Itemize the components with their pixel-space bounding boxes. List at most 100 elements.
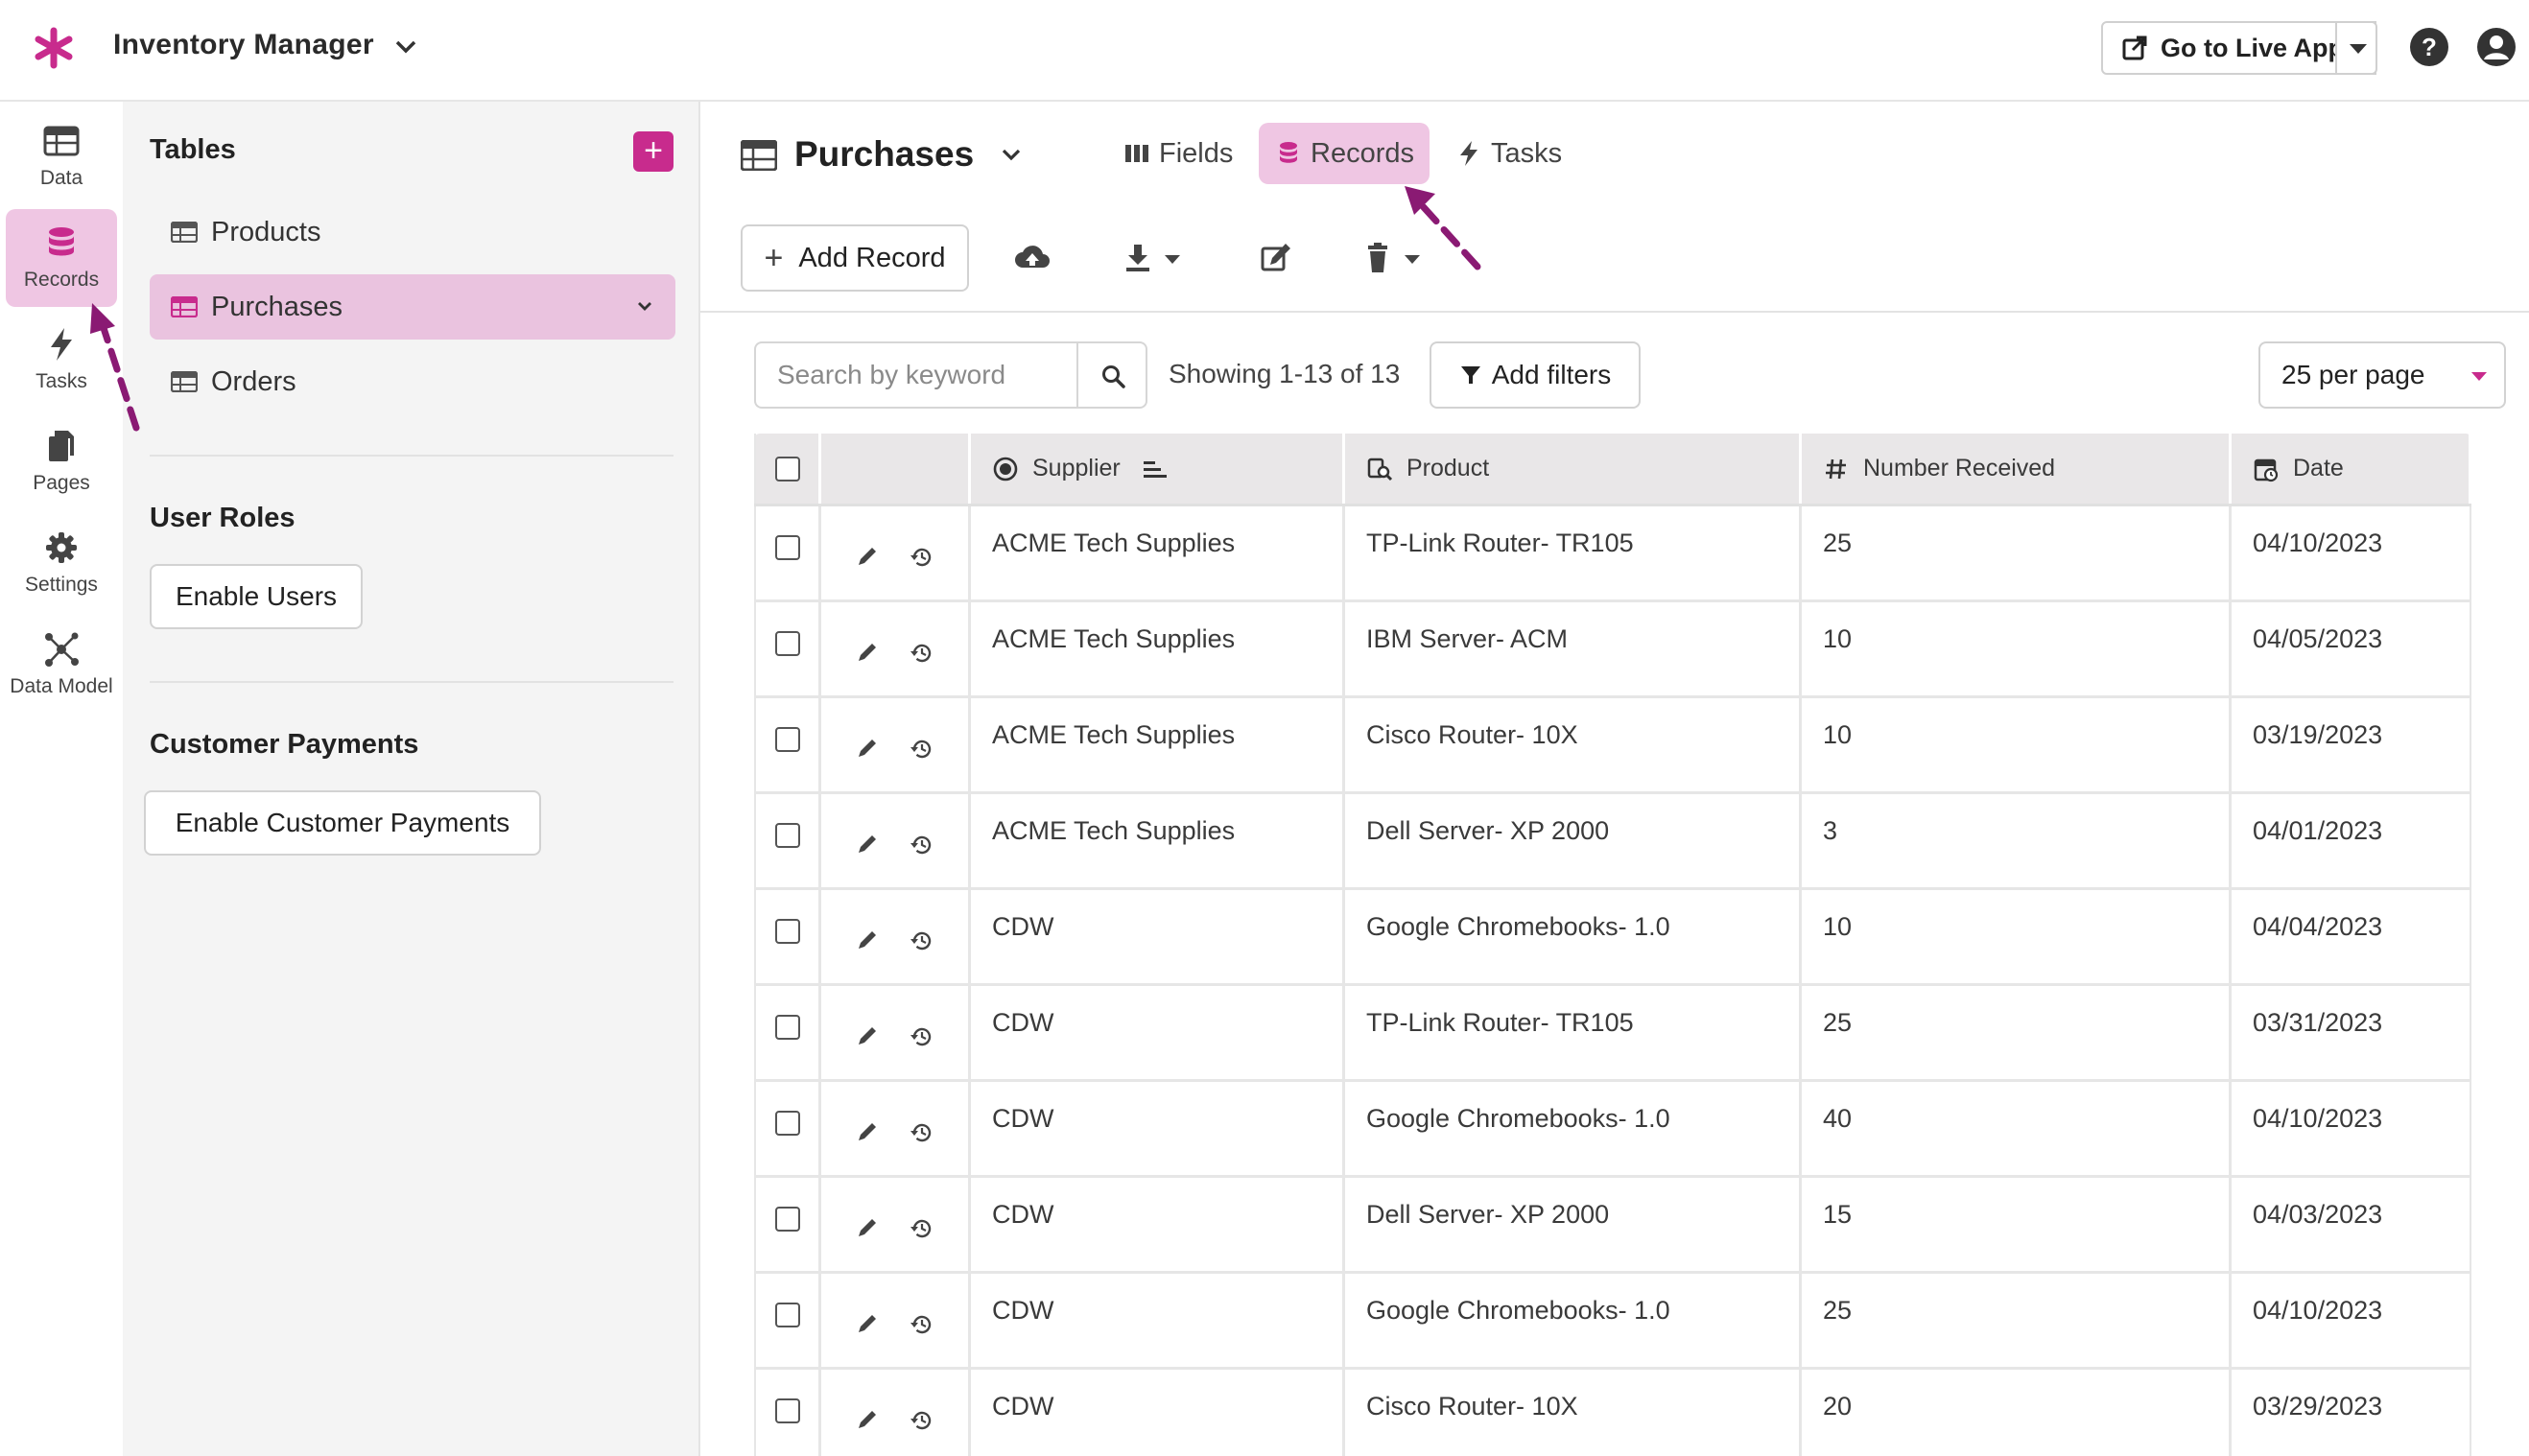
add-record-button[interactable]: + Add Record (741, 224, 969, 292)
rail-item-data-model[interactable]: Data Model (6, 616, 117, 714)
number-received-cell[interactable]: 10 (1802, 890, 2232, 983)
date-cell[interactable]: 04/03/2023 (2232, 1178, 2471, 1271)
product-cell[interactable]: Cisco Router- 10X (1345, 698, 1802, 791)
column-header-supplier[interactable]: Supplier (971, 434, 1345, 504)
row-checkbox[interactable] (774, 726, 800, 752)
user-account-icon[interactable] (2476, 27, 2517, 67)
row-checkbox[interactable] (774, 1110, 800, 1136)
date-cell[interactable]: 03/19/2023 (2232, 698, 2471, 791)
number-received-cell[interactable]: 40 (1802, 1082, 2232, 1175)
history-icon[interactable] (910, 928, 934, 953)
table-item-orders[interactable]: Orders (150, 349, 700, 414)
product-cell[interactable]: Cisco Router- 10X (1345, 1370, 1802, 1456)
row-checkbox[interactable] (774, 1014, 800, 1040)
history-icon[interactable] (910, 1216, 934, 1241)
download-icon[interactable] (1119, 241, 1157, 275)
date-cell[interactable]: 04/10/2023 (2232, 1274, 2471, 1367)
row-checkbox[interactable] (774, 822, 800, 848)
edit-icon[interactable] (1257, 241, 1295, 275)
select-all-checkbox[interactable] (774, 456, 800, 481)
enable-users-button[interactable]: Enable Users (150, 564, 363, 629)
date-cell[interactable]: 04/10/2023 (2232, 1082, 2471, 1175)
supplier-cell[interactable]: CDW (971, 1082, 1345, 1175)
help-icon[interactable]: ? (2409, 27, 2449, 67)
product-cell[interactable]: Dell Server- XP 2000 (1345, 794, 1802, 887)
row-checkbox[interactable] (774, 1397, 800, 1423)
go-to-live-app-button[interactable]: Go to Live App (2101, 21, 2376, 75)
number-received-cell[interactable]: 25 (1802, 506, 2232, 599)
history-icon[interactable] (910, 1120, 934, 1145)
history-icon[interactable] (910, 1408, 934, 1433)
date-cell[interactable]: 03/29/2023 (2232, 1370, 2471, 1456)
app-chevron-down-icon[interactable] (390, 35, 422, 59)
date-cell[interactable]: 04/05/2023 (2232, 602, 2471, 695)
app-title[interactable]: Inventory Manager (113, 29, 374, 60)
tab-tasks[interactable]: Tasks (1439, 123, 1577, 184)
chevron-down-icon[interactable] (998, 146, 1025, 165)
product-cell[interactable]: TP-Link Router- TR105 (1345, 986, 1802, 1079)
trash-icon[interactable] (1359, 241, 1397, 275)
row-checkbox[interactable] (774, 918, 800, 944)
pencil-icon[interactable] (856, 1216, 879, 1239)
pencil-icon[interactable] (856, 928, 879, 951)
sort-icon[interactable] (1142, 458, 1169, 481)
product-cell[interactable]: Google Chromebooks- 1.0 (1345, 1082, 1802, 1175)
row-checkbox[interactable] (774, 1206, 800, 1232)
table-item-products[interactable]: Products (150, 200, 700, 265)
supplier-cell[interactable]: CDW (971, 1370, 1345, 1456)
pencil-icon[interactable] (856, 545, 879, 568)
number-received-cell[interactable]: 25 (1802, 986, 2232, 1079)
history-icon[interactable] (910, 641, 934, 666)
column-header-product[interactable]: Product (1345, 434, 1802, 504)
supplier-cell[interactable]: CDW (971, 986, 1345, 1079)
cloud-upload-icon[interactable] (1013, 241, 1052, 275)
rail-item-records[interactable]: Records (6, 209, 117, 307)
rail-item-tasks[interactable]: Tasks (6, 311, 117, 409)
enable-customer-payments-button[interactable]: Enable Customer Payments (144, 790, 541, 856)
product-cell[interactable]: TP-Link Router- TR105 (1345, 506, 1802, 599)
row-checkbox[interactable] (774, 534, 800, 560)
product-cell[interactable]: Google Chromebooks- 1.0 (1345, 1274, 1802, 1367)
number-received-cell[interactable]: 3 (1802, 794, 2232, 887)
tab-records[interactable]: Records (1259, 123, 1430, 184)
table-item-purchases[interactable]: Purchases (150, 274, 675, 340)
column-header-date[interactable]: Date (2232, 434, 2471, 504)
date-cell[interactable]: 04/01/2023 (2232, 794, 2471, 887)
search-button[interactable] (1076, 341, 1147, 409)
pencil-icon[interactable] (856, 1120, 879, 1143)
number-received-cell[interactable]: 10 (1802, 602, 2232, 695)
rail-item-pages[interactable]: Pages (6, 412, 117, 510)
product-cell[interactable]: Google Chromebooks- 1.0 (1345, 890, 1802, 983)
search-input[interactable] (777, 360, 1065, 390)
pencil-icon[interactable] (856, 641, 879, 664)
pencil-icon[interactable] (856, 833, 879, 856)
add-table-button[interactable]: + (633, 131, 674, 172)
number-received-cell[interactable]: 15 (1802, 1178, 2232, 1271)
supplier-cell[interactable]: ACME Tech Supplies (971, 602, 1345, 695)
delete-caret-icon[interactable] (1405, 255, 1420, 264)
pencil-icon[interactable] (856, 1312, 879, 1335)
product-cell[interactable]: IBM Server- ACM (1345, 602, 1802, 695)
supplier-cell[interactable]: ACME Tech Supplies (971, 698, 1345, 791)
download-caret-icon[interactable] (1165, 255, 1180, 264)
pencil-icon[interactable] (856, 1408, 879, 1431)
rail-item-data[interactable]: Data (6, 107, 117, 205)
date-cell[interactable]: 03/31/2023 (2232, 986, 2471, 1079)
rail-item-settings[interactable]: Settings (6, 514, 117, 612)
history-icon[interactable] (910, 545, 934, 570)
supplier-cell[interactable]: ACME Tech Supplies (971, 794, 1345, 887)
chevron-down-icon[interactable] (635, 299, 654, 315)
per-page-select[interactable]: 25 per page (2258, 341, 2506, 409)
history-icon[interactable] (910, 833, 934, 857)
date-cell[interactable]: 04/04/2023 (2232, 890, 2471, 983)
number-received-cell[interactable]: 20 (1802, 1370, 2232, 1456)
history-icon[interactable] (910, 1024, 934, 1049)
column-header-number-received[interactable]: Number Received (1802, 434, 2232, 504)
pencil-icon[interactable] (856, 737, 879, 760)
product-cell[interactable]: Dell Server- XP 2000 (1345, 1178, 1802, 1271)
live-app-dropdown-button[interactable] (2335, 21, 2377, 75)
row-checkbox[interactable] (774, 1302, 800, 1327)
date-cell[interactable]: 04/10/2023 (2232, 506, 2471, 599)
supplier-cell[interactable]: CDW (971, 890, 1345, 983)
history-icon[interactable] (910, 737, 934, 762)
